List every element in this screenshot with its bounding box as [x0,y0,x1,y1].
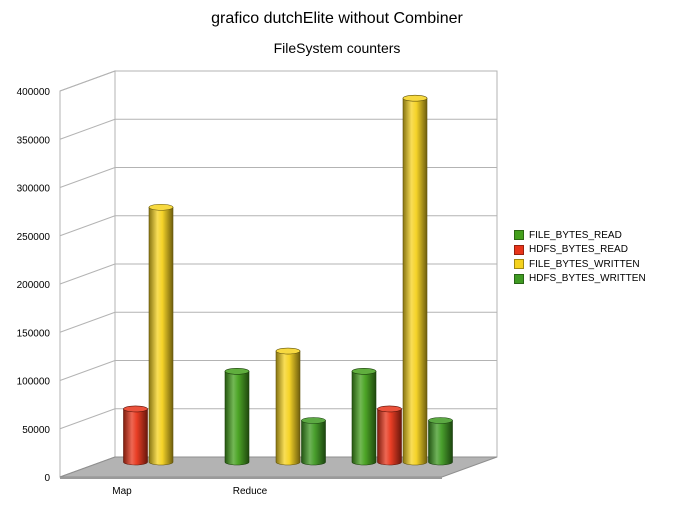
legend-swatch [514,259,524,270]
bar [351,367,377,466]
y-tick-label: 150000 [17,328,51,339]
bar-top [301,417,326,424]
gridline-side [59,360,116,381]
bar-body [377,408,402,466]
chart-legend: FILE_BYTES_READ HDFS_BYTES_READ FILE_BYTES… [514,228,646,286]
bar [428,417,453,466]
bar-body [123,408,148,466]
legend-item: FILE_BYTES_WRITTEN [514,257,646,272]
x-tick-label: Map [112,486,132,497]
x-tick-label: Reduce [233,486,268,497]
bar-top [428,417,453,424]
bar-top [402,94,428,102]
bar-top [123,405,148,413]
bar-top [351,367,377,375]
y-tick-label: 0 [44,473,50,484]
bar [402,94,428,466]
bar-body [224,370,250,466]
gridline-side [59,408,116,430]
y-tick-label: 100000 [17,377,51,388]
bar-body [301,420,326,466]
legend-swatch [514,230,524,241]
bar-top [377,405,402,413]
legend-swatch [514,273,524,284]
chart-subtitle: FileSystem counters [273,40,401,56]
legend-label: HDFS_BYTES_WRITTEN [529,273,646,285]
bar-top [275,347,301,355]
bar [224,367,250,466]
bar-body [148,206,174,466]
legend-swatch [514,244,524,255]
gridline-side [59,263,116,285]
bar-body [428,420,453,466]
bar-top [224,367,250,375]
gridline-side [59,167,116,188]
gridline-side [59,70,116,92]
legend-item: FILE_BYTES_READ [514,228,646,243]
floor-edge [60,477,442,479]
bar [377,405,402,466]
gridline-side [59,215,116,237]
y-tick-label: 300000 [17,184,51,195]
y-tick-label: 50000 [22,425,50,436]
legend-item: HDFS_BYTES_READ [514,243,646,258]
gridline-side [59,118,116,140]
bar [148,203,174,466]
gridline-side [59,311,116,333]
legend-label: FILE_BYTES_WRITTEN [529,258,640,270]
bar-body [351,370,377,466]
legend-label: FILE_BYTES_READ [529,229,622,241]
bar [275,347,301,466]
bar [301,417,326,466]
y-tick-label: 350000 [17,135,51,146]
legend-item: HDFS_BYTES_WRITTEN [514,272,646,287]
chart-title: grafico dutchElite without Combiner [211,10,463,27]
bar [123,405,148,466]
bar-top [148,203,174,211]
bar-body [275,350,301,466]
legend-label: HDFS_BYTES_READ [529,244,628,256]
y-tick-label: 200000 [17,280,51,291]
bar-body [402,97,428,466]
y-tick-label: 400000 [17,87,51,98]
y-tick-label: 250000 [17,232,51,243]
